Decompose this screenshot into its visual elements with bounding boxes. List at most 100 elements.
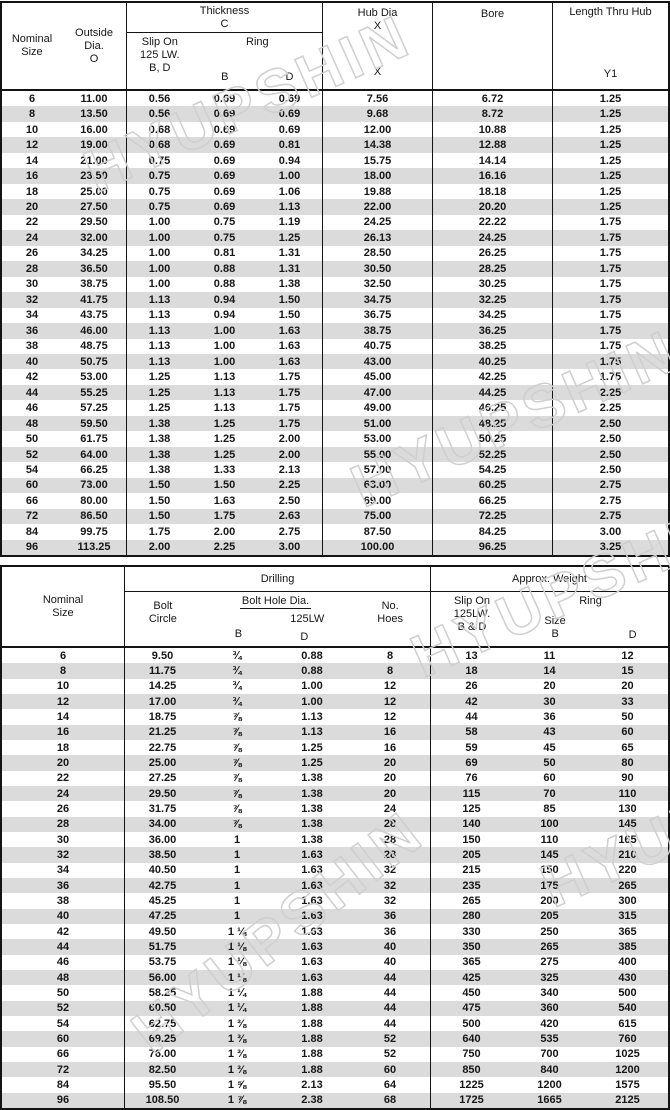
cell: 85 — [543, 802, 556, 815]
table-row: 48 56.00 1 ⅛ 1.63 44 425 325 430 — [2, 969, 668, 986]
cell: 46 — [25, 402, 39, 415]
cell: 500 — [618, 986, 637, 999]
cell: 265 — [618, 879, 637, 892]
col-header-weight-ring: Ring Size B D — [513, 592, 668, 646]
cell: 0.56 — [126, 106, 192, 122]
cell: 210 — [618, 848, 637, 861]
cell: ⅞ — [232, 741, 242, 754]
table-row: 14 21.00 0.75 0.69 0.94 15.75 14.14 1.25 — [2, 152, 668, 169]
cell: 0.69 — [213, 123, 236, 136]
cell: 640 — [430, 1031, 512, 1047]
cell: 2.25 — [213, 541, 236, 554]
cell: 1.38 — [301, 772, 323, 785]
header-label: Drilling — [260, 572, 295, 585]
table-row: 32 41.75 1.13 0.94 1.50 34.75 32.25 1.75 — [2, 292, 668, 308]
cell: 17.00 — [124, 693, 200, 710]
flange-dimensions-table: Nominal Size Outside Dia. O Thickness C … — [0, 1, 670, 557]
cell: 32.00 — [80, 231, 108, 244]
cell: 66 — [56, 1048, 70, 1061]
cell: 275 — [540, 956, 559, 969]
cell: 12.00 — [322, 121, 432, 138]
cell: ⅞ — [232, 710, 242, 723]
col-header-no-holes: No. Hoes — [350, 592, 430, 646]
cell: 49.00 — [322, 400, 432, 416]
cell: 165 — [618, 833, 637, 846]
cell: 36.00 — [124, 831, 200, 848]
cell: 1.25 — [126, 400, 192, 416]
cell: 55.25 — [80, 386, 108, 399]
cell: 84 — [56, 1078, 70, 1091]
cell: 20 — [383, 756, 397, 769]
cell: 42 — [25, 371, 39, 384]
header-label: 125LW — [290, 613, 325, 625]
cell: 26.13 — [322, 230, 432, 246]
cell: 27.25 — [124, 770, 200, 786]
cell: 6 — [28, 92, 36, 105]
cell: 72 — [25, 510, 39, 523]
cell: 59.50 — [80, 417, 108, 430]
cell: 1 — [233, 864, 241, 877]
table-row: 66 76.00 1 ⅜ 1.88 52 750 700 1025 — [2, 1046, 668, 1062]
cell: 16 — [56, 726, 70, 739]
table-row: 6 9.50 ¾ 0.88 8 13 11 12 — [2, 648, 668, 664]
cell: 1.63 — [278, 340, 301, 353]
cell: 330 — [430, 923, 512, 940]
cell: 40 — [383, 956, 397, 969]
cell: 1.88 — [301, 1048, 323, 1061]
cell: 0.69 — [213, 185, 236, 198]
cell: 0.94 — [213, 293, 236, 306]
cell: 1.63 — [301, 864, 323, 877]
cell: 150 — [540, 864, 559, 877]
cell: 1.00 — [213, 324, 236, 337]
cell: ⅞ — [232, 787, 242, 800]
cell: 1.25 — [552, 91, 668, 107]
header-label: Length Thru Hub — [569, 6, 652, 18]
cell: 1.63 — [213, 494, 236, 507]
header-label: Size — [52, 606, 74, 619]
cell: 60 — [621, 726, 634, 739]
cell: 40 — [56, 910, 70, 923]
cell: 40 — [25, 355, 39, 368]
cell: 110 — [540, 833, 559, 846]
cell: 90 — [621, 772, 634, 785]
cell: 2125 — [615, 1094, 640, 1107]
cell: 1.13 — [126, 292, 192, 308]
table-row: 24 29.50 ⅞ 1.38 20 115 70 110 — [2, 785, 668, 802]
cell: 1 — [233, 833, 241, 846]
cell: 145 — [540, 848, 559, 861]
header-label: Bore — [480, 8, 505, 20]
cell: 52 — [25, 448, 39, 461]
cell: 60 — [56, 1032, 70, 1045]
cell: 1.88 — [301, 986, 323, 999]
cell: 96 — [25, 541, 39, 554]
cell: 2.50 — [278, 494, 301, 507]
cell: 12 — [56, 695, 70, 708]
cell: 44 — [25, 386, 39, 399]
cell: 1.13 — [126, 353, 192, 370]
cell: 0.94 — [213, 309, 236, 322]
cell: 0.75 — [126, 183, 192, 200]
header-label: Nominal — [11, 33, 53, 45]
cell: 69.00 — [322, 493, 432, 509]
cell: 1.50 — [126, 508, 192, 525]
cell: 18 — [56, 741, 70, 754]
table-row: 26 31.75 ⅞ 1.38 24 125 85 130 — [2, 801, 668, 817]
cell: 2.75 — [552, 493, 668, 509]
cell: 64.00 — [80, 448, 108, 461]
cell: 18 — [430, 663, 512, 679]
cell: 9.50 — [124, 648, 200, 664]
cell: 52 — [56, 1002, 70, 1015]
cell: 1.63 — [301, 971, 323, 984]
table-row: 24 32.00 1.00 0.75 1.25 26.13 24.25 1.75 — [2, 230, 668, 246]
cell: 31.75 — [124, 801, 200, 817]
cell: 22 — [56, 772, 70, 785]
cell: 1.25 — [278, 231, 301, 244]
cell: 1.75 — [552, 307, 668, 324]
col-header-outside-dia: Outside Dia. O — [62, 3, 126, 89]
cell: 1.25 — [213, 417, 236, 430]
cell: 1.13 — [301, 726, 323, 739]
table-row: 38 45.25 1 1.63 32 265 200 300 — [2, 893, 668, 909]
cell: 430 — [618, 971, 637, 984]
cell: 1.25 — [552, 152, 668, 169]
cell: 2.50 — [552, 431, 668, 447]
